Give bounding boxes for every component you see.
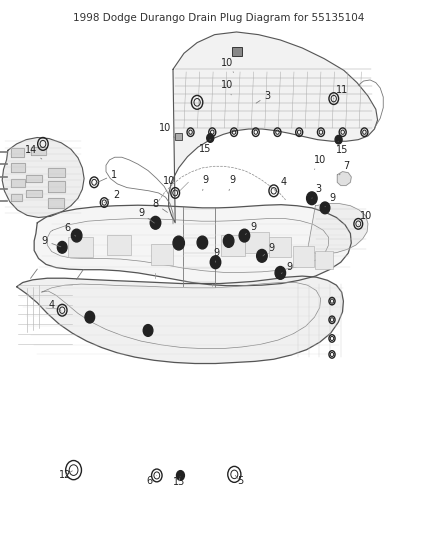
Text: 9: 9	[263, 243, 275, 256]
Text: 8: 8	[152, 199, 167, 213]
Polygon shape	[11, 179, 25, 187]
Bar	[232, 47, 242, 56]
Polygon shape	[26, 175, 42, 182]
Text: 15: 15	[199, 140, 211, 154]
Polygon shape	[48, 181, 65, 192]
Text: 10: 10	[221, 80, 233, 95]
Text: 10: 10	[162, 176, 178, 191]
Bar	[269, 237, 291, 257]
Bar	[107, 235, 131, 255]
Text: 9: 9	[138, 208, 154, 223]
Text: 3: 3	[312, 184, 322, 198]
Text: 7: 7	[339, 161, 349, 175]
Circle shape	[85, 311, 95, 323]
Text: 14: 14	[25, 146, 42, 159]
Text: 9: 9	[325, 193, 335, 207]
Polygon shape	[17, 276, 343, 364]
Bar	[68, 237, 93, 257]
Polygon shape	[34, 205, 351, 286]
Circle shape	[57, 241, 67, 253]
Circle shape	[197, 236, 208, 249]
Text: 10: 10	[358, 211, 372, 225]
Text: 3: 3	[256, 91, 270, 103]
Circle shape	[173, 236, 184, 250]
Circle shape	[150, 216, 161, 229]
Polygon shape	[26, 190, 42, 197]
Circle shape	[177, 471, 184, 480]
Bar	[293, 246, 314, 266]
Text: 6: 6	[147, 475, 157, 486]
Text: 4: 4	[275, 177, 287, 191]
Polygon shape	[337, 172, 351, 185]
Bar	[175, 133, 182, 140]
Circle shape	[275, 266, 286, 279]
Text: 9: 9	[202, 175, 208, 190]
Polygon shape	[11, 194, 22, 201]
Text: 10: 10	[314, 155, 326, 169]
Polygon shape	[48, 198, 64, 208]
Text: 9: 9	[281, 262, 292, 273]
Circle shape	[207, 134, 214, 142]
Bar	[221, 235, 245, 256]
Polygon shape	[169, 32, 378, 223]
Circle shape	[320, 202, 330, 214]
Text: 11: 11	[334, 85, 348, 99]
Polygon shape	[31, 147, 46, 155]
Text: 10: 10	[159, 123, 174, 138]
Polygon shape	[307, 204, 368, 254]
Text: 9: 9	[245, 222, 256, 235]
Text: 1: 1	[95, 170, 117, 183]
Bar	[245, 232, 269, 253]
Text: 15: 15	[336, 141, 349, 155]
Polygon shape	[48, 168, 65, 177]
Circle shape	[307, 192, 317, 205]
Polygon shape	[2, 138, 84, 217]
Text: 1998 Dodge Durango Drain Plug Diagram for 55135104: 1998 Dodge Durango Drain Plug Diagram fo…	[73, 13, 365, 23]
Text: 9: 9	[229, 175, 235, 191]
Text: 13: 13	[173, 477, 185, 487]
Circle shape	[143, 325, 153, 336]
Text: 9: 9	[42, 236, 61, 247]
Circle shape	[71, 229, 82, 242]
Bar	[315, 251, 333, 269]
Circle shape	[210, 256, 221, 269]
Text: 6: 6	[65, 223, 76, 236]
Circle shape	[223, 235, 234, 247]
Text: 4: 4	[49, 300, 61, 311]
Polygon shape	[11, 163, 25, 172]
Bar	[151, 244, 173, 265]
Polygon shape	[11, 148, 24, 157]
Circle shape	[335, 135, 342, 144]
Text: 2: 2	[104, 190, 119, 203]
Circle shape	[257, 249, 267, 262]
Text: 9: 9	[214, 248, 220, 262]
Circle shape	[239, 229, 250, 242]
Text: 12: 12	[59, 471, 72, 480]
Text: 10: 10	[221, 58, 233, 72]
Text: 5: 5	[235, 475, 243, 486]
